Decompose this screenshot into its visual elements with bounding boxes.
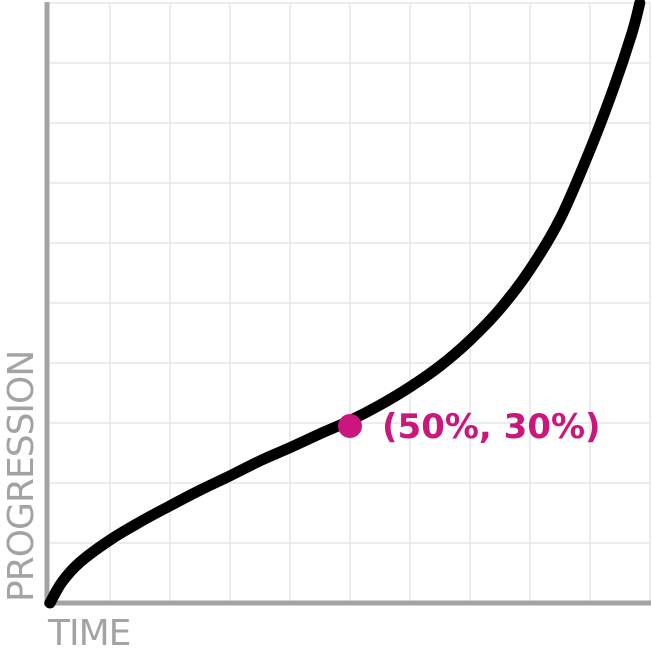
x-axis-label: TIME — [48, 613, 131, 654]
axes — [44, 2, 651, 606]
y-axis-label: PROGRESSION — [1, 350, 42, 602]
grid-lines — [50, 2, 651, 603]
highlight-group: (50%, 30%) — [338, 407, 601, 447]
highlight-label: (50%, 30%) — [382, 407, 601, 447]
highlight-point — [338, 414, 362, 438]
